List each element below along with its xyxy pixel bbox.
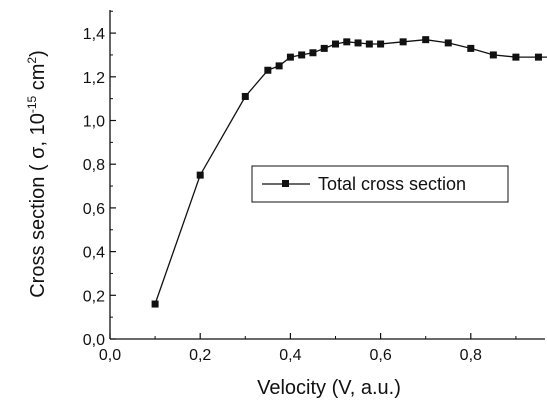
legend-marker: [282, 180, 289, 187]
data-point: [332, 40, 339, 48]
y-axis-title: Cross section ( σ, 10-15 cm2): [25, 50, 49, 298]
data-point: [399, 38, 407, 46]
data-point: [512, 53, 520, 61]
y-axis-title-prefix: Cross section ( σ, 10: [27, 113, 49, 298]
legend: Total cross section: [251, 165, 509, 203]
y-tick-label: 0,0: [83, 332, 105, 349]
y-tick-label: 1,4: [83, 26, 105, 43]
data-point: [444, 39, 452, 47]
x-tick-label: 0,0: [99, 347, 121, 364]
y-axis-title-exponent: -15: [25, 95, 39, 113]
legend-label: Total cross section: [318, 174, 466, 194]
data-point: [151, 300, 159, 308]
data-point: [298, 51, 306, 59]
axes: [109, 10, 545, 340]
data-point: [534, 53, 542, 61]
data-point: [365, 40, 373, 48]
y-tick-label: 1,0: [83, 114, 105, 131]
y-axis-title-unit: cm: [27, 64, 49, 96]
data-point: [467, 44, 475, 52]
y-tick-label: 1,2: [83, 70, 105, 87]
data-point: [422, 36, 430, 44]
x-tick-label: 0,6: [369, 347, 391, 364]
y-tick-label: 0,6: [83, 201, 105, 218]
data-point: [196, 171, 204, 179]
x-tick-label: 0,8: [460, 347, 482, 364]
data-point: [320, 44, 328, 52]
ticks: 0,00,20,40,60,81,00,00,20,40,60,81,01,21…: [83, 10, 517, 364]
x-tick-label: 0,2: [189, 347, 211, 364]
x-tick-label: 0,4: [279, 347, 301, 364]
data-point: [275, 62, 283, 70]
y-tick-label: 0,2: [83, 288, 105, 305]
data-point: [354, 39, 362, 47]
data-point: [377, 40, 385, 48]
y-axis-title-suffix: ): [27, 50, 49, 57]
series-line: [154, 39, 547, 305]
data-point: [343, 38, 351, 46]
data-point: [241, 92, 249, 100]
data-point: [309, 49, 317, 57]
y-tick-label: 0,8: [83, 157, 105, 174]
x-axis-title: Velocity (V, a.u.): [257, 377, 401, 399]
y-axis-title-unit-exponent: 2: [25, 57, 39, 64]
data-point: [489, 51, 497, 59]
series-layer: [151, 36, 547, 308]
y-tick-label: 0,4: [83, 245, 105, 262]
data-point: [264, 66, 272, 74]
data-point: [286, 53, 294, 61]
